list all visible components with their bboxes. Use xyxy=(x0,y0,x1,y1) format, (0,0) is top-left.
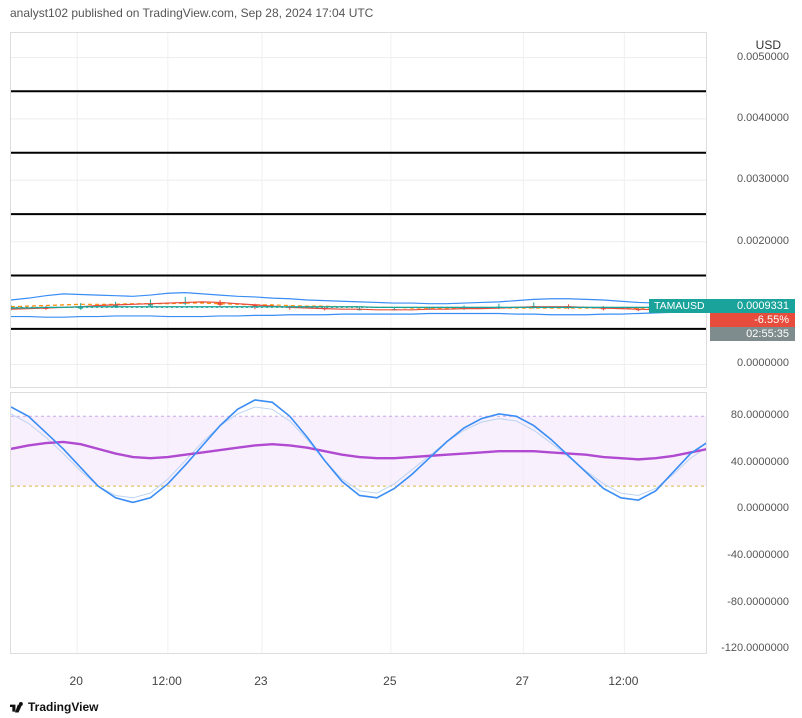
price-tag: 0.0009331 -6.55% 02:55:35 xyxy=(710,299,795,341)
price-tag-countdown: 02:55:35 xyxy=(710,327,795,341)
time-tick: 27 xyxy=(516,674,529,688)
time-tick: 12:00 xyxy=(152,674,182,688)
osc-tick: -40.0000000 xyxy=(727,549,789,561)
time-tick: 20 xyxy=(70,674,83,688)
osc-tick: -80.0000000 xyxy=(727,596,789,608)
price-tick: 0.0030000 xyxy=(737,173,789,185)
time-tick: 12:00 xyxy=(608,674,638,688)
price-tick: 0.0020000 xyxy=(737,235,789,247)
osc-tick: -120.0000000 xyxy=(721,642,789,654)
price-tick: 0.0040000 xyxy=(737,112,789,124)
price-tick: 0.0000000 xyxy=(737,357,789,369)
time-x-axis: 20 12:00 23 25 27 12:00 xyxy=(10,656,707,696)
price-tag-pct: -6.55% xyxy=(710,313,795,327)
osc-tick: 80.0000000 xyxy=(731,409,789,421)
publish-header: analyst102 published on TradingView.com,… xyxy=(10,6,373,20)
oscillator-y-axis: 80.0000000 40.0000000 0.0000000 -40.0000000… xyxy=(710,392,795,654)
tradingview-logo: TradingView xyxy=(10,700,98,714)
time-tick: 25 xyxy=(383,674,396,688)
price-chart[interactable] xyxy=(10,32,707,388)
chart-frame: analyst102 published on TradingView.com,… xyxy=(0,0,802,718)
oscillator-chart[interactable] xyxy=(10,392,707,654)
tv-logo-icon xyxy=(10,701,24,713)
symbol-tag: TAMAUSD xyxy=(649,299,710,313)
osc-tick: 40.0000000 xyxy=(731,456,789,468)
osc-tick: 0.0000000 xyxy=(737,502,789,514)
price-tick: 0.0050000 xyxy=(737,51,789,63)
time-tick: 23 xyxy=(254,674,267,688)
price-tag-value: 0.0009331 xyxy=(710,299,795,313)
